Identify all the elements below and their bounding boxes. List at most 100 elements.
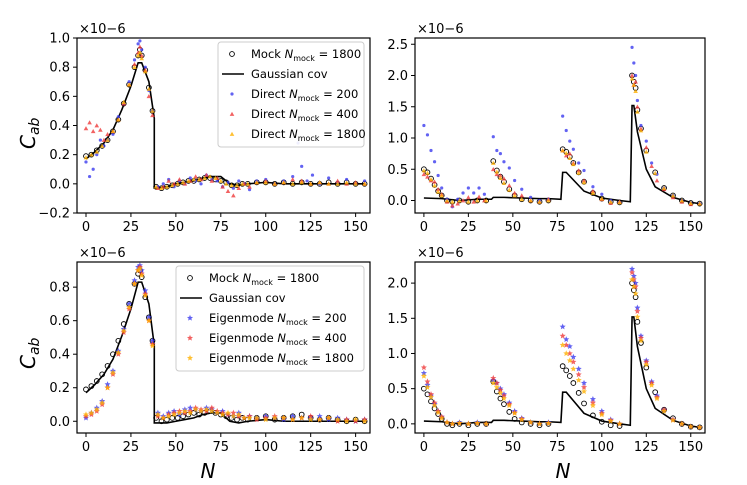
data-point <box>88 409 95 416</box>
data-point <box>567 155 573 160</box>
data-point <box>649 163 654 168</box>
data-point <box>629 265 636 272</box>
data-point <box>164 184 170 189</box>
y-tick-label: 0.2 <box>49 148 70 163</box>
x-tick-label: 25 <box>123 220 140 235</box>
y-tick-label: 1.0 <box>387 347 408 362</box>
data-point <box>513 178 517 183</box>
data-point <box>616 420 623 427</box>
data-point <box>164 416 170 423</box>
data-point <box>290 181 296 186</box>
y-tick-label: 0.4 <box>49 119 70 134</box>
data-point <box>687 423 694 430</box>
data-point <box>444 198 450 203</box>
x-tick-label: 25 <box>123 440 140 455</box>
data-point <box>316 413 323 419</box>
data-point <box>563 150 569 155</box>
data-point <box>120 327 127 334</box>
data-point <box>546 198 551 203</box>
data-point <box>300 164 304 168</box>
data-point <box>652 389 659 396</box>
data-point <box>343 418 350 424</box>
data-point <box>570 365 577 372</box>
data-point <box>576 170 581 175</box>
data-point <box>669 417 677 423</box>
data-point <box>559 341 566 348</box>
legend-marker <box>229 131 235 136</box>
data-point <box>334 416 341 423</box>
data-point <box>247 184 252 189</box>
legend-marker <box>186 354 194 361</box>
series-gaussian-cov <box>423 104 700 205</box>
data-point <box>98 138 102 142</box>
data-point <box>563 367 570 374</box>
data-point <box>186 178 191 183</box>
data-point <box>559 323 566 330</box>
y-tick-label: 2.5 <box>387 38 408 53</box>
data-point <box>643 149 649 154</box>
data-point <box>137 50 143 55</box>
data-point <box>560 148 565 153</box>
data-point <box>421 171 427 177</box>
data-point <box>187 404 194 411</box>
data-point <box>483 198 489 203</box>
x-tick-label: 125 <box>298 440 323 455</box>
data-point <box>105 131 110 137</box>
data-point <box>101 137 107 142</box>
data-point <box>435 186 441 192</box>
data-point <box>471 199 477 204</box>
data-point <box>143 69 148 74</box>
gaussian-cov-line <box>423 316 700 429</box>
data-point <box>224 409 232 416</box>
data-point <box>661 185 667 190</box>
data-point <box>177 177 182 182</box>
x-tick-label: 50 <box>505 440 522 455</box>
data-point <box>142 292 149 299</box>
data-point <box>241 414 248 421</box>
data-point <box>110 129 116 134</box>
data-point <box>204 172 209 177</box>
data-point <box>115 337 122 344</box>
data-point <box>661 407 668 414</box>
data-point <box>507 166 511 170</box>
data-point <box>362 181 367 186</box>
data-point <box>310 173 315 177</box>
data-point <box>299 180 304 185</box>
data-point <box>87 120 92 125</box>
data-point <box>482 192 486 196</box>
data-point <box>131 277 138 284</box>
data-point <box>582 168 586 173</box>
data-point <box>180 180 186 185</box>
x-tick-label: 150 <box>678 220 703 235</box>
data-point <box>502 160 506 164</box>
data-point <box>559 363 566 369</box>
data-point <box>563 350 570 357</box>
data-point <box>476 194 482 199</box>
data-point <box>201 175 208 181</box>
data-point <box>629 76 635 81</box>
data-point <box>477 186 481 190</box>
data-point <box>325 414 332 421</box>
data-point <box>494 169 500 174</box>
data-point <box>138 272 145 278</box>
data-point <box>697 201 702 206</box>
data-point <box>132 64 137 70</box>
series-eigenmode-n-1800 <box>82 265 368 424</box>
data-point <box>570 358 577 365</box>
data-point <box>98 127 103 132</box>
data-point <box>271 414 278 421</box>
x-tick-label: 0 <box>82 220 90 235</box>
legend-label: Eigenmode Nmock = 400 <box>209 331 347 347</box>
data-point <box>169 182 175 188</box>
data-point <box>154 411 161 418</box>
data-point <box>607 422 614 429</box>
data-point <box>519 193 525 198</box>
data-point <box>171 411 178 418</box>
data-point <box>95 153 99 157</box>
data-point <box>115 349 122 356</box>
data-point <box>420 372 427 379</box>
data-point <box>633 79 638 84</box>
data-point <box>105 137 110 142</box>
data-point <box>575 390 582 396</box>
data-point <box>490 166 496 172</box>
